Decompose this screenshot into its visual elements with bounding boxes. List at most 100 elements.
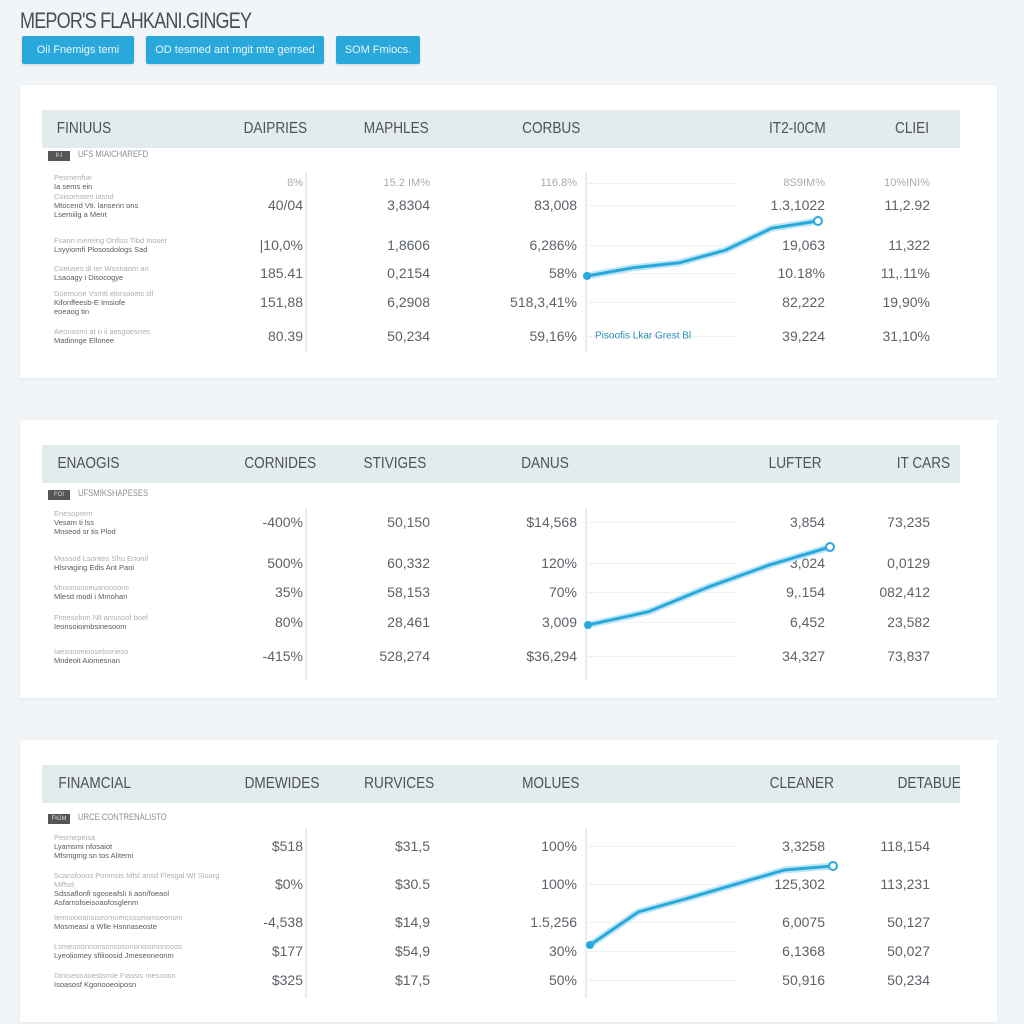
table-cell: $36,294 xyxy=(526,648,577,664)
row-label: Coisomsten iasnd Mtocend Vti. lanserin on… xyxy=(54,192,234,219)
table-cell: 6,286% xyxy=(529,237,577,253)
row-label-line: Mtocend Vti. lanserin ons xyxy=(54,200,139,210)
table-cell: 6,452 xyxy=(789,614,825,630)
row-label-line: Lsmeononnonsonsosononosimonsoos xyxy=(54,942,183,951)
row-label-line: Madinnge Ellonee xyxy=(54,336,115,345)
table-cell: 19,063 xyxy=(782,237,825,253)
row-label-line: Aeonsomi at n ii aesgoesnes xyxy=(54,327,150,336)
table-cell: $17,5 xyxy=(394,972,430,988)
row-label: Mnsonsnoeuansosons Mlesd modi i Mmohan xyxy=(54,583,234,601)
column-header[interactable]: CLIEI xyxy=(895,120,930,137)
row-label-line: Mosmeasi a Wlle Hsnnaseoste xyxy=(54,922,157,931)
row-label-line: Lsaoagy i Disocogye xyxy=(54,273,124,282)
table-cell: 500% xyxy=(267,555,303,571)
row-label-line: Mlesd modi i Mmohan xyxy=(54,592,128,601)
table-cell: $14,568 xyxy=(526,514,577,530)
column-header[interactable]: DANUS xyxy=(521,455,569,472)
table-cell: 73,235 xyxy=(887,514,930,530)
table-cell: 185.41 xyxy=(260,265,303,281)
chart-gridline xyxy=(585,183,735,184)
table-cell: 80% xyxy=(274,614,303,630)
column-header[interactable]: CLEANER xyxy=(769,775,834,792)
column-header[interactable]: IT2-I0CM xyxy=(769,120,826,137)
row-label: Coeuses di ter Wsonaom an Lsaoagy i Disoc… xyxy=(54,264,234,282)
table-cell: 120% xyxy=(541,555,577,571)
table-cell: $0% xyxy=(274,876,303,892)
row-label: Enesoprem Vesam ti lss Mnseod sr tis Plod xyxy=(54,509,234,536)
page-title: MEPOR'S FLAHKANI.GINGEY xyxy=(20,8,252,33)
row-label-line: Ia sems ein xyxy=(54,182,93,191)
row-label: Aeonsomi at n ii aesgoesnes Madinnge Ello… xyxy=(54,327,234,345)
row-label-line: Vesam ti lss xyxy=(54,517,95,527)
tag-badge: Il-I xyxy=(48,151,70,161)
table-cell: 50,027 xyxy=(887,943,930,959)
tag-badge: FOI xyxy=(48,490,70,500)
row-label-line: Ieonsoioimbsinesoom xyxy=(54,622,127,631)
row-label-line: Asfarnsfoeisoaofosglenm xyxy=(54,897,139,907)
column-header[interactable]: STIVIGES xyxy=(363,455,427,472)
table-cell: 23,582 xyxy=(887,614,930,630)
table-card: ENAOGIS CORNIDES STIVIGES DANUS LUFTER IT CAR… xyxy=(20,420,997,698)
table-cell: 1.5,256 xyxy=(530,914,577,930)
table-cell: 31,10% xyxy=(882,328,930,344)
table-cell: 70% xyxy=(548,584,577,600)
column-header[interactable]: ENAOGIS xyxy=(57,455,120,472)
toolbar-button-2[interactable]: OD tesmed ant mgit mte gerrsed xyxy=(146,36,324,64)
table-cell: 6,0075 xyxy=(782,914,825,930)
table-cell: 0,0129 xyxy=(887,555,930,571)
row-label: Iaesnoseiooselsoneso Mndeoit Aiomesnan xyxy=(54,647,234,665)
row-label-line: Pesmenfue xyxy=(54,173,92,182)
column-header[interactable]: MAPHLES xyxy=(363,120,429,137)
column-header[interactable]: DMEWIDES xyxy=(244,775,320,792)
row-label-line: Mfsmgmg sn tos Alitemi xyxy=(54,850,134,860)
table-cell: 11,2.92 xyxy=(884,197,930,213)
table-cell: 58,153 xyxy=(387,584,430,600)
column-header[interactable]: MOLUES xyxy=(522,775,580,792)
chart-gridline xyxy=(585,846,735,847)
table-cell: 35% xyxy=(274,584,303,600)
table-subtitle: UFSMIKSHAPESES xyxy=(78,488,149,498)
row-label: Pesmepeisa Lyamsmi nfosaiot Mfsmgmg sn tos… xyxy=(54,833,234,860)
table-cell: 082,412 xyxy=(879,584,930,600)
table-cell: 11,.11% xyxy=(880,265,930,281)
table-cell: $325 xyxy=(271,972,303,988)
table-cell: 40/04 xyxy=(267,197,303,213)
table-header: FINIUUS DAIPRIES MAPHLES CORBUS IT2-I0CM CLIE… xyxy=(42,110,960,148)
table-cell: $30.5 xyxy=(394,876,430,892)
table-cell: 80.39 xyxy=(267,328,303,344)
row-label-line: Lyeoliomey sfilioosid Jmeseoneonm xyxy=(54,951,174,960)
table-cell: 34,327 xyxy=(782,648,825,664)
toolbar-button-1[interactable]: Oil Fnemigs temi xyxy=(22,36,134,64)
table-cell: 118,154 xyxy=(880,838,930,854)
column-header[interactable]: IT CARS xyxy=(896,455,951,472)
table-cell: 10%INI% xyxy=(884,177,930,189)
table-cell: 30% xyxy=(548,943,577,959)
column-header[interactable]: DETABUE xyxy=(897,775,961,792)
table-cell: 83,008 xyxy=(534,197,577,213)
column-header[interactable]: DAIPRIES xyxy=(243,120,308,137)
table-cell: 1.3,1022 xyxy=(770,197,826,213)
column-header[interactable]: LUFTER xyxy=(768,455,822,472)
row-label-line: Isoasosf Kgonooeoiposn xyxy=(54,980,137,989)
table-subtitle: URCE CONTRENALISTO xyxy=(78,812,167,822)
table-cell: $518 xyxy=(271,838,303,854)
table-cell: 100% xyxy=(541,838,577,854)
table-cell: 0,2154 xyxy=(387,265,430,281)
toolbar: Oil Fnemigs temi OD tesmed ant mgit mte … xyxy=(22,36,420,64)
table-card: FINAMCIAL DMEWIDES RURVICES MOLUES CLEANER DE… xyxy=(20,740,997,1022)
row-label-line: Enesoprem xyxy=(54,508,93,518)
column-header[interactable]: FINAMCIAL xyxy=(58,775,131,792)
column-header[interactable]: FINIUUS xyxy=(56,120,112,137)
table-cell: 50,127 xyxy=(887,914,930,930)
table-cell: 82,222 xyxy=(782,294,825,310)
row-label: Dimseonaoestsmie Fiassis mesoosn Isoasosf… xyxy=(54,971,234,989)
row-label: Fimesolnm Nll ansisoof boel Ieonsoioimbsi… xyxy=(54,613,234,631)
column-header[interactable]: CORNIDES xyxy=(244,455,317,472)
chart-gridline xyxy=(585,951,735,952)
column-header[interactable]: CORBUS xyxy=(522,120,581,137)
toolbar-button-3[interactable]: SOM Fmiocs. xyxy=(336,36,420,64)
table-cell: 50,234 xyxy=(387,328,430,344)
table-header: ENAOGIS CORNIDES STIVIGES DANUS LUFTER IT CAR… xyxy=(42,445,960,483)
table-header: FINAMCIAL DMEWIDES RURVICES MOLUES CLEANER DE… xyxy=(42,765,961,803)
column-header[interactable]: RURVICES xyxy=(364,775,435,792)
